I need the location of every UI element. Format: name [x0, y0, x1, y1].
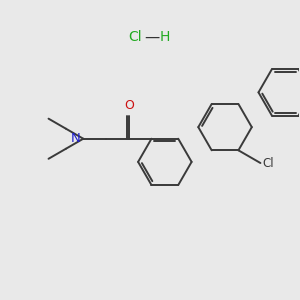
Text: O: O: [124, 98, 134, 112]
Text: Cl: Cl: [262, 157, 274, 169]
Text: —: —: [144, 30, 159, 45]
Text: Cl: Cl: [128, 30, 142, 44]
Text: N: N: [71, 132, 81, 145]
Text: H: H: [160, 30, 170, 44]
